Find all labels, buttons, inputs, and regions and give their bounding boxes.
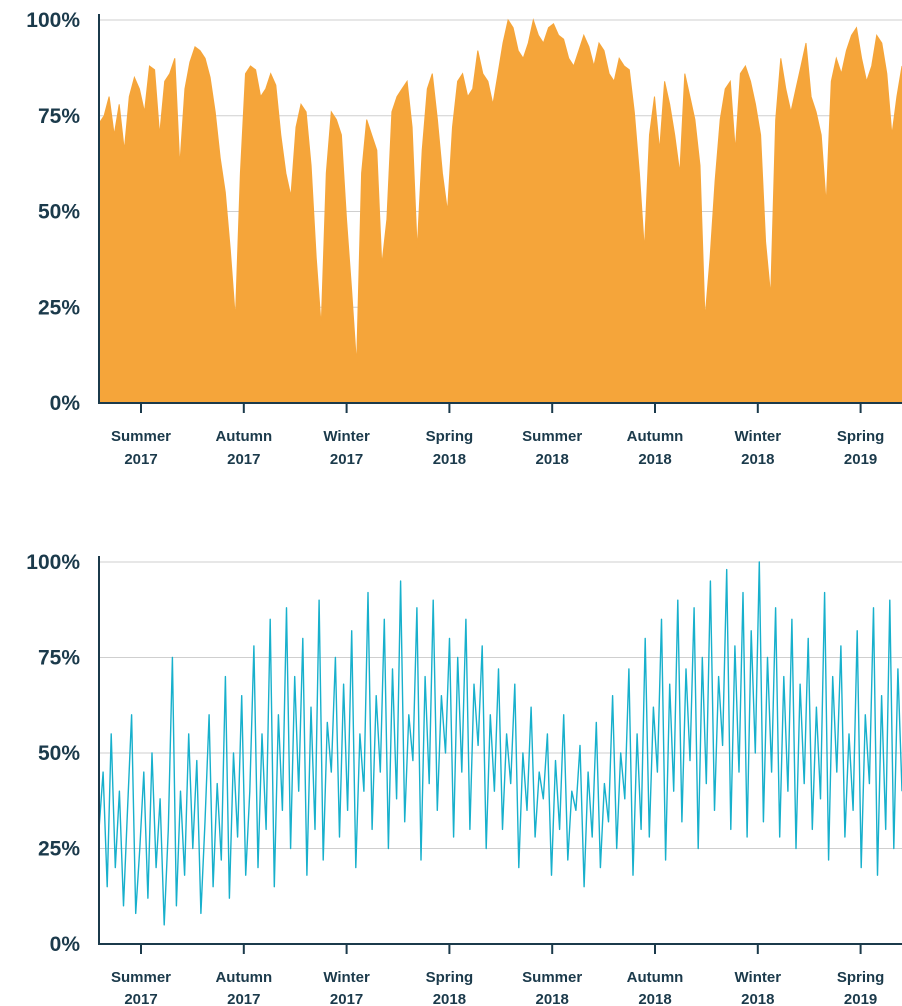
area-series	[98, 18, 902, 404]
x-tick-label-season: Spring	[837, 969, 885, 986]
x-tick-label-season: Spring	[837, 428, 885, 445]
y-tick-label: 50%	[38, 742, 80, 765]
y-tick-label: 25%	[38, 838, 80, 861]
x-tick-label-season: Autumn	[627, 428, 684, 445]
y-tick-label: 50%	[38, 201, 80, 224]
area-chart-svg: 0% 25% 50% 75% 100% Summer 2017 Autumn 2017 Winte…	[26, 9, 902, 468]
y-tick-label: 75%	[38, 105, 80, 128]
x-tick-label-year: 2018	[741, 451, 774, 468]
x-tick-label-season: Summer	[522, 428, 582, 445]
x-tick-label-season: Summer	[111, 428, 171, 445]
x-tick-label-season: Winter	[735, 428, 782, 445]
occupancy-area-chart: 0% 25% 50% 75% 100% Summer 2017 Autumn 2017 Winte…	[0, 0, 902, 470]
x-tick-label-year: 2017	[330, 451, 363, 468]
x-tick-label-year: 2018	[433, 991, 466, 1006]
y-tick-label: 75%	[38, 647, 80, 670]
x-tick-label-year: 2017	[124, 991, 157, 1006]
x-tick-label-season: Spring	[426, 969, 474, 986]
x-tick-label-year: 2017	[124, 451, 157, 468]
x-tick-label-year: 2017	[227, 991, 260, 1006]
x-tick-label-season: Autumn	[215, 969, 272, 986]
line-series	[98, 561, 902, 926]
x-tick-label-season: Autumn	[627, 969, 684, 986]
y-tick-label: 100%	[26, 9, 80, 32]
x-tick-label-season: Summer	[111, 969, 171, 986]
y-tick-label: 25%	[38, 296, 80, 319]
x-tick-label-season: Winter	[735, 969, 782, 986]
line-chart-svg: 0% 25% 50% 75% 100% Summer 2017 Autumn 2017 Winte…	[26, 551, 902, 1006]
x-tick-label-year: 2019	[844, 451, 877, 468]
x-tick-label-year: 2018	[638, 991, 671, 1006]
x-tick-label-year: 2019	[844, 991, 877, 1006]
x-tick-label-year: 2018	[433, 451, 466, 468]
x-tick-label-year: 2018	[536, 991, 569, 1006]
y-tick-label: 0%	[50, 933, 81, 956]
x-tick-label-season: Summer	[522, 969, 582, 986]
x-tick-label-season: Winter	[323, 969, 370, 986]
x-tick-label-year: 2018	[741, 991, 774, 1006]
x-tick-label-year: 2018	[638, 451, 671, 468]
y-tick-label: 100%	[26, 551, 80, 574]
x-tick-label-season: Winter	[323, 428, 370, 445]
x-tick-label-year: 2017	[330, 991, 363, 1006]
x-tick-label-season: Spring	[426, 428, 474, 445]
x-tick-label-season: Autumn	[215, 428, 272, 445]
x-tick-label-year: 2018	[536, 451, 569, 468]
x-tick-label-year: 2017	[227, 451, 260, 468]
y-tick-label: 0%	[50, 392, 81, 415]
occupancy-line-chart: 0% 25% 50% 75% 100% Summer 2017 Autumn 2017 Winte…	[0, 548, 902, 1006]
